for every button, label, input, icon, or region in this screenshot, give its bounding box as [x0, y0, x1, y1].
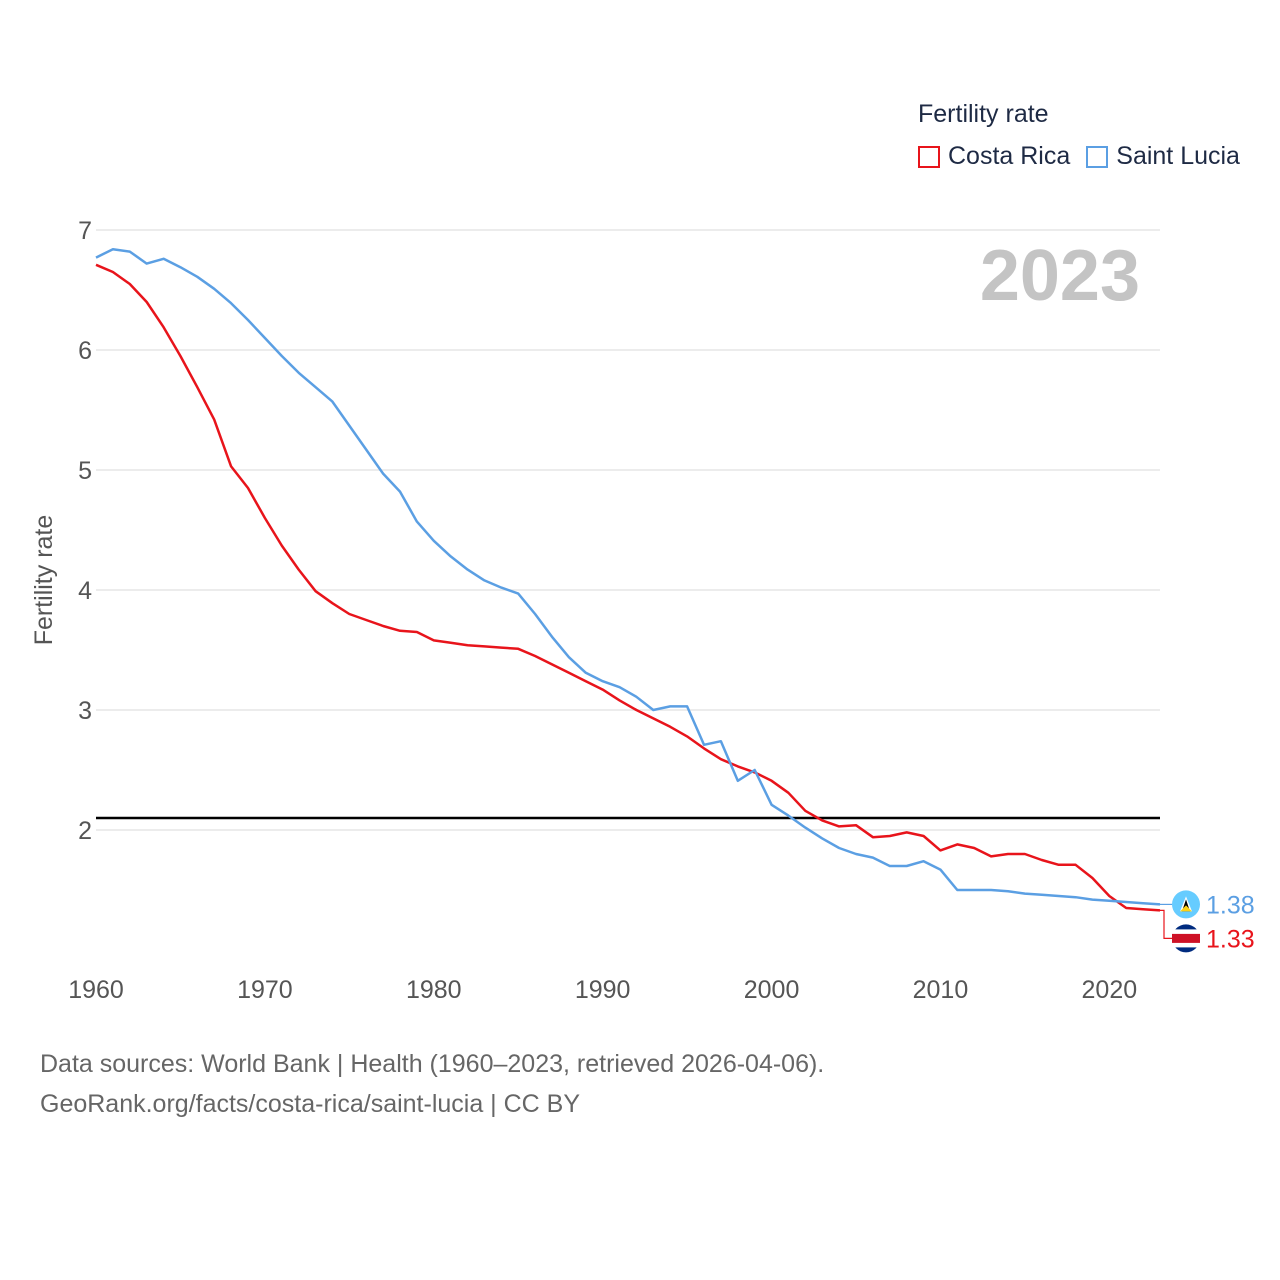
series-lines	[95, 247, 1161, 912]
legend-label-saint-lucia: Saint Lucia	[1116, 142, 1240, 170]
end-label-saint-lucia: 1.38	[1206, 891, 1255, 919]
source-line-1: Data sources: World Bank | Health (1960–…	[40, 1050, 825, 1078]
legend: Costa Rica Saint Lucia	[918, 142, 1256, 171]
gridlines	[96, 229, 1160, 831]
x-tick-label: 2000	[744, 976, 800, 1004]
y-tick-label: 7	[78, 217, 92, 245]
flag-costa-rica-icon	[1172, 924, 1200, 953]
x-tick-label: 1970	[237, 976, 293, 1004]
y-tick-label: 5	[78, 457, 92, 485]
x-tick-label: 2010	[913, 976, 969, 1004]
end-label-costa-rica: 1.33	[1206, 925, 1255, 953]
legend-item-costa-rica[interactable]: Costa Rica	[918, 142, 1070, 171]
series-line-costa-rica	[95, 263, 1161, 912]
legend-swatch-costa-rica	[918, 145, 940, 168]
source-note: Data sources: World Bank | Health (1960–…	[40, 1044, 824, 1124]
y-tick-label: 6	[78, 337, 92, 365]
source-line-2[interactable]: GeoRank.org/facts/costa-rica/saint-lucia…	[40, 1090, 581, 1118]
series-line-saint-lucia	[95, 247, 1161, 906]
y-tick-label: 4	[78, 577, 92, 605]
x-tick-label: 1990	[575, 976, 631, 1004]
axes: 2 3 4 5 6 7 1960 1970 1980 1990 2000 2010 2020	[68, 217, 1137, 1004]
end-markers: 1.38 1.33	[1160, 890, 1255, 953]
legend-title: Fertility rate	[918, 100, 1049, 128]
legend-swatch-saint-lucia	[1086, 145, 1109, 168]
x-tick-label: 1960	[68, 976, 124, 1004]
y-axis-title: Fertility rate	[30, 515, 58, 646]
x-tick-label: 2020	[1082, 976, 1138, 1004]
year-watermark: 2023	[980, 236, 1140, 316]
y-tick-label: 2	[78, 817, 92, 845]
flag-saint-lucia-icon	[1172, 890, 1200, 919]
legend-item-saint-lucia[interactable]: Saint Lucia	[1086, 142, 1240, 171]
connector-costa-rica	[1160, 909, 1172, 939]
legend-label-costa-rica: Costa Rica	[948, 142, 1071, 170]
y-tick-label: 3	[78, 697, 92, 725]
x-tick-label: 1980	[406, 976, 462, 1004]
